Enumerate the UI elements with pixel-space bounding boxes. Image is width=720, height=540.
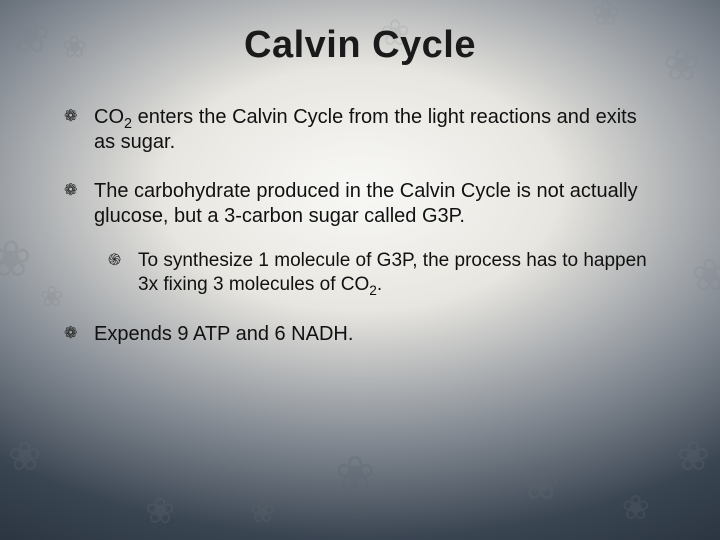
bullet-text: CO2 enters the Calvin Cycle from the lig… — [94, 106, 637, 153]
subscript: 2 — [369, 283, 377, 298]
text-fragment: CO — [94, 106, 124, 128]
sub-bullet-list: To synthesize 1 molecule of G3P, the pro… — [94, 249, 660, 298]
bullet-item: The carbohydrate produced in the Calvin … — [60, 179, 660, 298]
subscript: 2 — [124, 116, 132, 132]
sub-bullet-item: To synthesize 1 molecule of G3P, the pro… — [94, 249, 660, 298]
bullet-text: The carbohydrate produced in the Calvin … — [94, 180, 638, 227]
text-fragment: . — [377, 274, 382, 295]
bullet-text: Expends 9 ATP and 6 NADH. — [94, 323, 353, 345]
slide: Calvin Cycle CO2 enters the Calvin Cycle… — [0, 0, 720, 540]
bullet-item: CO2 enters the Calvin Cycle from the lig… — [60, 105, 660, 155]
bullet-list: CO2 enters the Calvin Cycle from the lig… — [60, 105, 660, 347]
text-fragment: enters the Calvin Cycle from the light r… — [94, 106, 637, 153]
bullet-item: Expends 9 ATP and 6 NADH. — [60, 322, 660, 347]
text-fragment: To synthesize 1 molecule of G3P, the pro… — [138, 250, 647, 295]
slide-title: Calvin Cycle — [60, 24, 660, 67]
sub-bullet-text: To synthesize 1 molecule of G3P, the pro… — [138, 250, 647, 295]
